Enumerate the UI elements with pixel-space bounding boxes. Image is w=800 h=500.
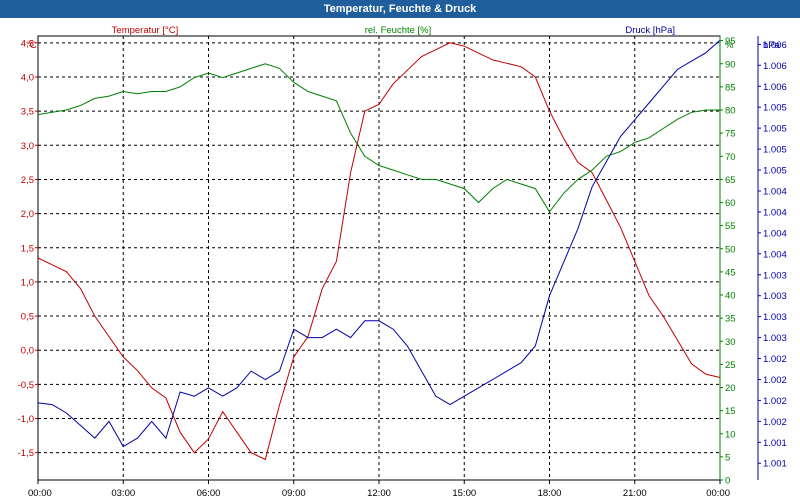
- humidity-tick-label: 30: [725, 337, 736, 348]
- humidity-tick-label: 85: [725, 82, 736, 93]
- time-tick-label: 18:00: [538, 488, 562, 499]
- pressure-axis: 1.006 1.006 1.006 1.005 1.005 1.005 1.005 1.004…: [757, 36, 787, 480]
- humidity-tick-label: 70: [725, 152, 736, 163]
- series-line-3: [37, 39, 721, 448]
- temperature-tick-label: 3,5: [21, 107, 34, 118]
- chart-title: Temperatur, Feuchte & Druck: [0, 0, 800, 18]
- pressure-tick-label: 1.002: [763, 354, 787, 365]
- time-tick-label: 00:00: [28, 488, 52, 499]
- pressure-tick-label: 1.004: [763, 249, 787, 260]
- pressure-tick-label: 1.002: [763, 375, 787, 386]
- humidity-tick-label: 90: [725, 59, 736, 70]
- humidity-tick-label: 0: [725, 476, 730, 487]
- chart-canvas: 4,5 4,0 3,5 3,0 2,5 2,0 1,5 1,0 0,5 0,0 -0,5 -1,0 -1…: [18, 25, 787, 499]
- temperature-tick-label: 0,0: [21, 346, 34, 357]
- pressure-tick-label: 1.006: [763, 40, 787, 51]
- time-tick-label: 21:00: [623, 488, 647, 499]
- temperature-tick-label: 0,5: [21, 312, 34, 323]
- pressure-tick-label: 1.002: [763, 417, 787, 428]
- humidity-tick-label: 95: [725, 36, 736, 47]
- pressure-tick-label: 1.003: [763, 312, 787, 323]
- pressure-unit: hPa: [763, 40, 781, 51]
- humidity-tick-label: 5: [725, 452, 730, 463]
- time-tick-label: 00:00: [706, 488, 730, 499]
- series-lines: [37, 39, 721, 461]
- humidity-tick-label: 65: [725, 175, 736, 186]
- pressure-tick-label: 1.006: [763, 82, 787, 93]
- pressure-tick-label: 1.006: [763, 61, 787, 72]
- time-tick-label: 03:00: [111, 488, 135, 499]
- humidity-tick-label: 75: [725, 129, 736, 140]
- humidity-tick-label: 80: [725, 106, 736, 117]
- pressure-tick-label: 1.004: [763, 228, 787, 239]
- series-line-2: [37, 63, 720, 213]
- pressure-tick-label: 1.001: [763, 438, 787, 449]
- pressure-tick-label: 1.003: [763, 270, 787, 281]
- pressure-tick-label: 1.005: [763, 166, 787, 177]
- humidity-tick-label: 15: [725, 406, 736, 417]
- temperature-tick-label: 2,0: [21, 209, 34, 220]
- pressure-tick-label: 1.002: [763, 396, 787, 407]
- humidity-tick-label: 40: [725, 291, 736, 302]
- time-tick-label: 15:00: [452, 488, 476, 499]
- temperature-tick-label: 4,5: [21, 38, 34, 49]
- pressure-tick-label: 1.005: [763, 103, 787, 114]
- humidity-tick-label: 20: [725, 383, 736, 394]
- temperature-tick-label: 1,0: [21, 277, 34, 288]
- pressure-tick-label: 1.005: [763, 145, 787, 156]
- time-tick-label: 12:00: [367, 488, 391, 499]
- time-tick-label: 06:00: [197, 488, 221, 499]
- pressure-tick-label: 1.004: [763, 186, 787, 197]
- humidity-tick-label: 35: [725, 314, 736, 325]
- pressure-tick-label: 1.003: [763, 291, 787, 302]
- humidity-tick-label: 25: [725, 360, 736, 371]
- temperature-tick-label: 2,5: [21, 175, 34, 186]
- humidity-tick-label: 50: [725, 244, 736, 255]
- temperature-axis: 4,5 4,0 3,5 3,0 2,5 2,0 1,5 1,0 0,5 0,0 -0,5 -1,0 -1…: [18, 38, 38, 459]
- series-line-1: [37, 42, 721, 461]
- pressure-tick-label: 1.004: [763, 207, 787, 218]
- temperature-tick-label: -1,0: [18, 414, 34, 425]
- humidity-tick-label: 60: [725, 198, 736, 209]
- humidity-tick-label: 55: [725, 221, 736, 232]
- temperature-tick-label: -1,5: [18, 448, 34, 459]
- series-label-2: rel. Feuchte [%]: [365, 25, 432, 36]
- humidity-tick-label: 10: [725, 429, 736, 440]
- temperature-tick-label: 1,5: [21, 243, 34, 254]
- temperature-tick-label: 4,0: [21, 72, 34, 83]
- pressure-tick-label: 1.003: [763, 333, 787, 344]
- humidity-tick-label: 45: [725, 267, 736, 278]
- temperature-tick-label: 3,0: [21, 141, 34, 152]
- temperature-unit: °C: [26, 40, 37, 51]
- pressure-tick-label: 1.001: [763, 459, 787, 470]
- time-tick-label: 09:00: [282, 488, 306, 499]
- humidity-unit: %: [725, 40, 734, 51]
- time-axis: 00:0020.02.1803:0020.02.1806:0020.02.180…: [28, 480, 730, 499]
- series-label-3: Druck [hPa]: [625, 25, 675, 36]
- series-labels: Temperatur [°C] rel. Feuchte [%] Druck [hP…: [112, 25, 675, 36]
- pressure-tick-label: 1.005: [763, 124, 787, 135]
- series-label-1: Temperatur [°C]: [112, 25, 179, 36]
- temperature-tick-label: -0,5: [18, 380, 34, 391]
